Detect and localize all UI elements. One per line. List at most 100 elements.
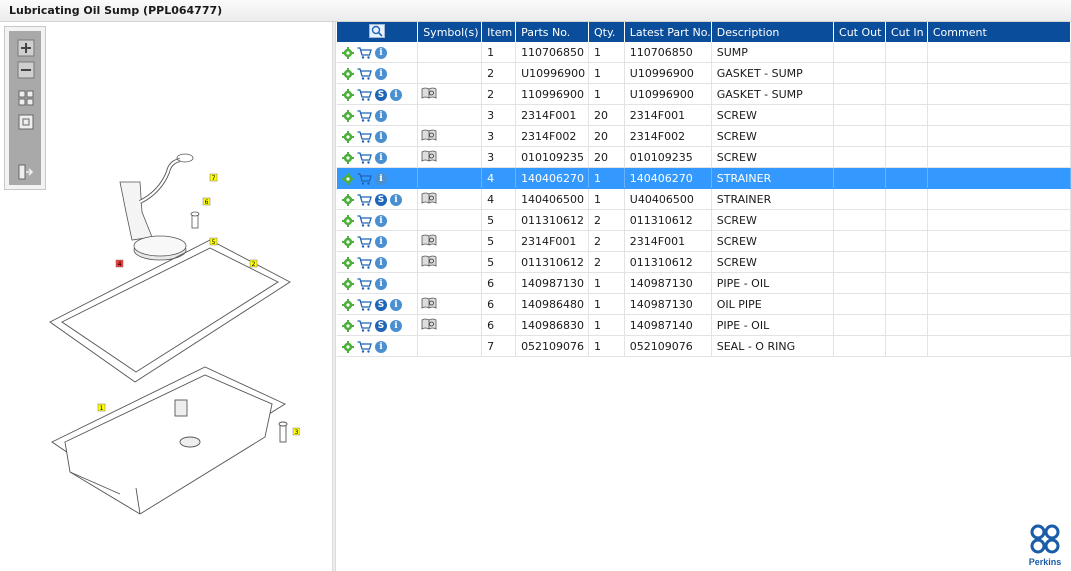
gear-icon[interactable] [342, 340, 354, 353]
cart-icon[interactable] [357, 67, 372, 80]
column-description[interactable]: Description [711, 22, 835, 42]
book-icon[interactable] [421, 297, 437, 309]
info-icon[interactable]: i [375, 256, 387, 269]
book-icon[interactable] [421, 234, 437, 246]
cart-icon[interactable] [357, 277, 372, 290]
info-icon[interactable]: i [390, 88, 402, 101]
column-item[interactable]: Item [481, 22, 517, 42]
cart-icon[interactable] [357, 109, 372, 122]
table-row[interactable]: i 3 2314F002 20 2314F002 SCREW [337, 125, 1071, 147]
table-row[interactable]: i 3 010109235 20 010109235 SCREW [337, 146, 1071, 168]
cart-icon[interactable] [357, 214, 372, 227]
exploded-diagram[interactable]: 7 6 5 4 2 1 3 [40, 142, 300, 532]
cart-icon[interactable] [357, 340, 372, 353]
gear-icon[interactable] [342, 298, 354, 311]
cart-icon[interactable] [357, 193, 372, 206]
gear-icon[interactable] [342, 256, 354, 269]
book-icon[interactable] [421, 129, 437, 141]
gear-icon[interactable] [342, 109, 354, 122]
callout-6[interactable]: 6 [202, 197, 211, 206]
search-icon[interactable] [369, 23, 386, 38]
column-qty[interactable]: Qty. [588, 22, 625, 42]
s-icon[interactable]: S [375, 193, 387, 206]
column-comment[interactable]: Comment [927, 22, 1071, 42]
gear-icon[interactable] [342, 193, 354, 206]
table-row[interactable]: i 3 2314F001 20 2314F001 SCREW [337, 104, 1071, 126]
fit-all-icon[interactable] [17, 89, 35, 107]
info-icon[interactable]: i [375, 151, 387, 164]
pane-splitter[interactable] [332, 22, 336, 571]
zoom-in-icon[interactable] [17, 39, 35, 57]
gear-icon[interactable] [342, 88, 354, 101]
cart-icon[interactable] [357, 235, 372, 248]
callout-7[interactable]: 7 [209, 173, 218, 182]
gear-icon[interactable] [342, 235, 354, 248]
info-icon[interactable]: i [390, 298, 402, 311]
gear-icon[interactable] [342, 151, 354, 164]
table-row[interactable]: i 2 U10996900 1 U10996900 GASKET - SUMP [337, 62, 1071, 84]
gear-icon[interactable] [342, 172, 354, 185]
cart-icon[interactable] [357, 46, 372, 59]
table-row[interactable]: i 6 140987130 1 140987130 PIPE - OIL [337, 272, 1071, 294]
info-icon[interactable]: i [375, 235, 387, 248]
cart-icon[interactable] [357, 319, 372, 332]
info-icon[interactable]: i [390, 319, 402, 332]
row-qty: 1 [588, 167, 625, 189]
book-icon[interactable] [421, 255, 437, 267]
table-row[interactable]: i 5 011310612 2 011310612 SCREW [337, 251, 1071, 273]
info-icon[interactable]: i [375, 340, 387, 353]
gear-icon[interactable] [342, 319, 354, 332]
s-icon[interactable]: S [375, 319, 387, 332]
s-icon[interactable]: S [375, 88, 387, 101]
info-icon[interactable]: i [390, 193, 402, 206]
cart-icon[interactable] [357, 256, 372, 269]
callout-3[interactable]: 3 [292, 427, 300, 436]
actual-size-icon[interactable] [17, 113, 35, 131]
info-icon[interactable]: i [375, 172, 387, 185]
table-row[interactable]: i 7 052109076 1 052109076 SEAL - O RING [337, 335, 1071, 357]
book-icon[interactable] [421, 318, 437, 330]
info-icon[interactable]: i [375, 214, 387, 227]
callout-2[interactable]: 2 [249, 259, 258, 268]
info-icon[interactable]: i [375, 130, 387, 143]
s-icon[interactable]: S [375, 298, 387, 311]
book-icon[interactable] [421, 87, 437, 99]
cart-icon[interactable] [357, 88, 372, 101]
table-row[interactable]: i 5 011310612 2 011310612 SCREW [337, 209, 1071, 231]
column-cut-in[interactable]: Cut In [885, 22, 928, 42]
callout-4[interactable]: 4 [115, 259, 124, 268]
book-icon[interactable] [421, 150, 437, 162]
cart-icon[interactable] [357, 172, 372, 185]
table-row[interactable]: i 5 2314F001 2 2314F001 SCREW [337, 230, 1071, 252]
gear-icon[interactable] [342, 214, 354, 227]
callout-5[interactable]: 5 [209, 237, 218, 246]
row-comment [927, 230, 1071, 252]
diagram-pane[interactable]: 7 6 5 4 2 1 3 [0, 22, 332, 571]
info-icon[interactable]: i [375, 46, 387, 59]
table-row[interactable]: i 4 140406270 1 140406270 STRAINER [337, 167, 1071, 189]
cart-icon[interactable] [357, 298, 372, 311]
book-icon[interactable] [421, 192, 437, 204]
gear-icon[interactable] [342, 130, 354, 143]
column-search[interactable] [337, 22, 419, 42]
column-cut-out[interactable]: Cut Out [833, 22, 886, 42]
cart-icon[interactable] [357, 130, 372, 143]
info-icon[interactable]: i [375, 67, 387, 80]
zoom-out-icon[interactable] [17, 61, 35, 79]
callout-1[interactable]: 1 [97, 403, 106, 412]
column-parts-no[interactable]: Parts No. [515, 22, 589, 42]
column-latest-part-no[interactable]: Latest Part No. [624, 22, 712, 42]
column-symbols[interactable]: Symbol(s) [417, 22, 483, 42]
info-icon[interactable]: i [375, 277, 387, 290]
cart-icon[interactable] [357, 151, 372, 164]
table-row[interactable]: i 1 110706850 1 110706850 SUMP [337, 42, 1071, 63]
toggle-list-icon[interactable] [17, 163, 35, 181]
gear-icon[interactable] [342, 277, 354, 290]
gear-icon[interactable] [342, 67, 354, 80]
info-icon[interactable]: i [375, 109, 387, 122]
gear-icon[interactable] [342, 46, 354, 59]
